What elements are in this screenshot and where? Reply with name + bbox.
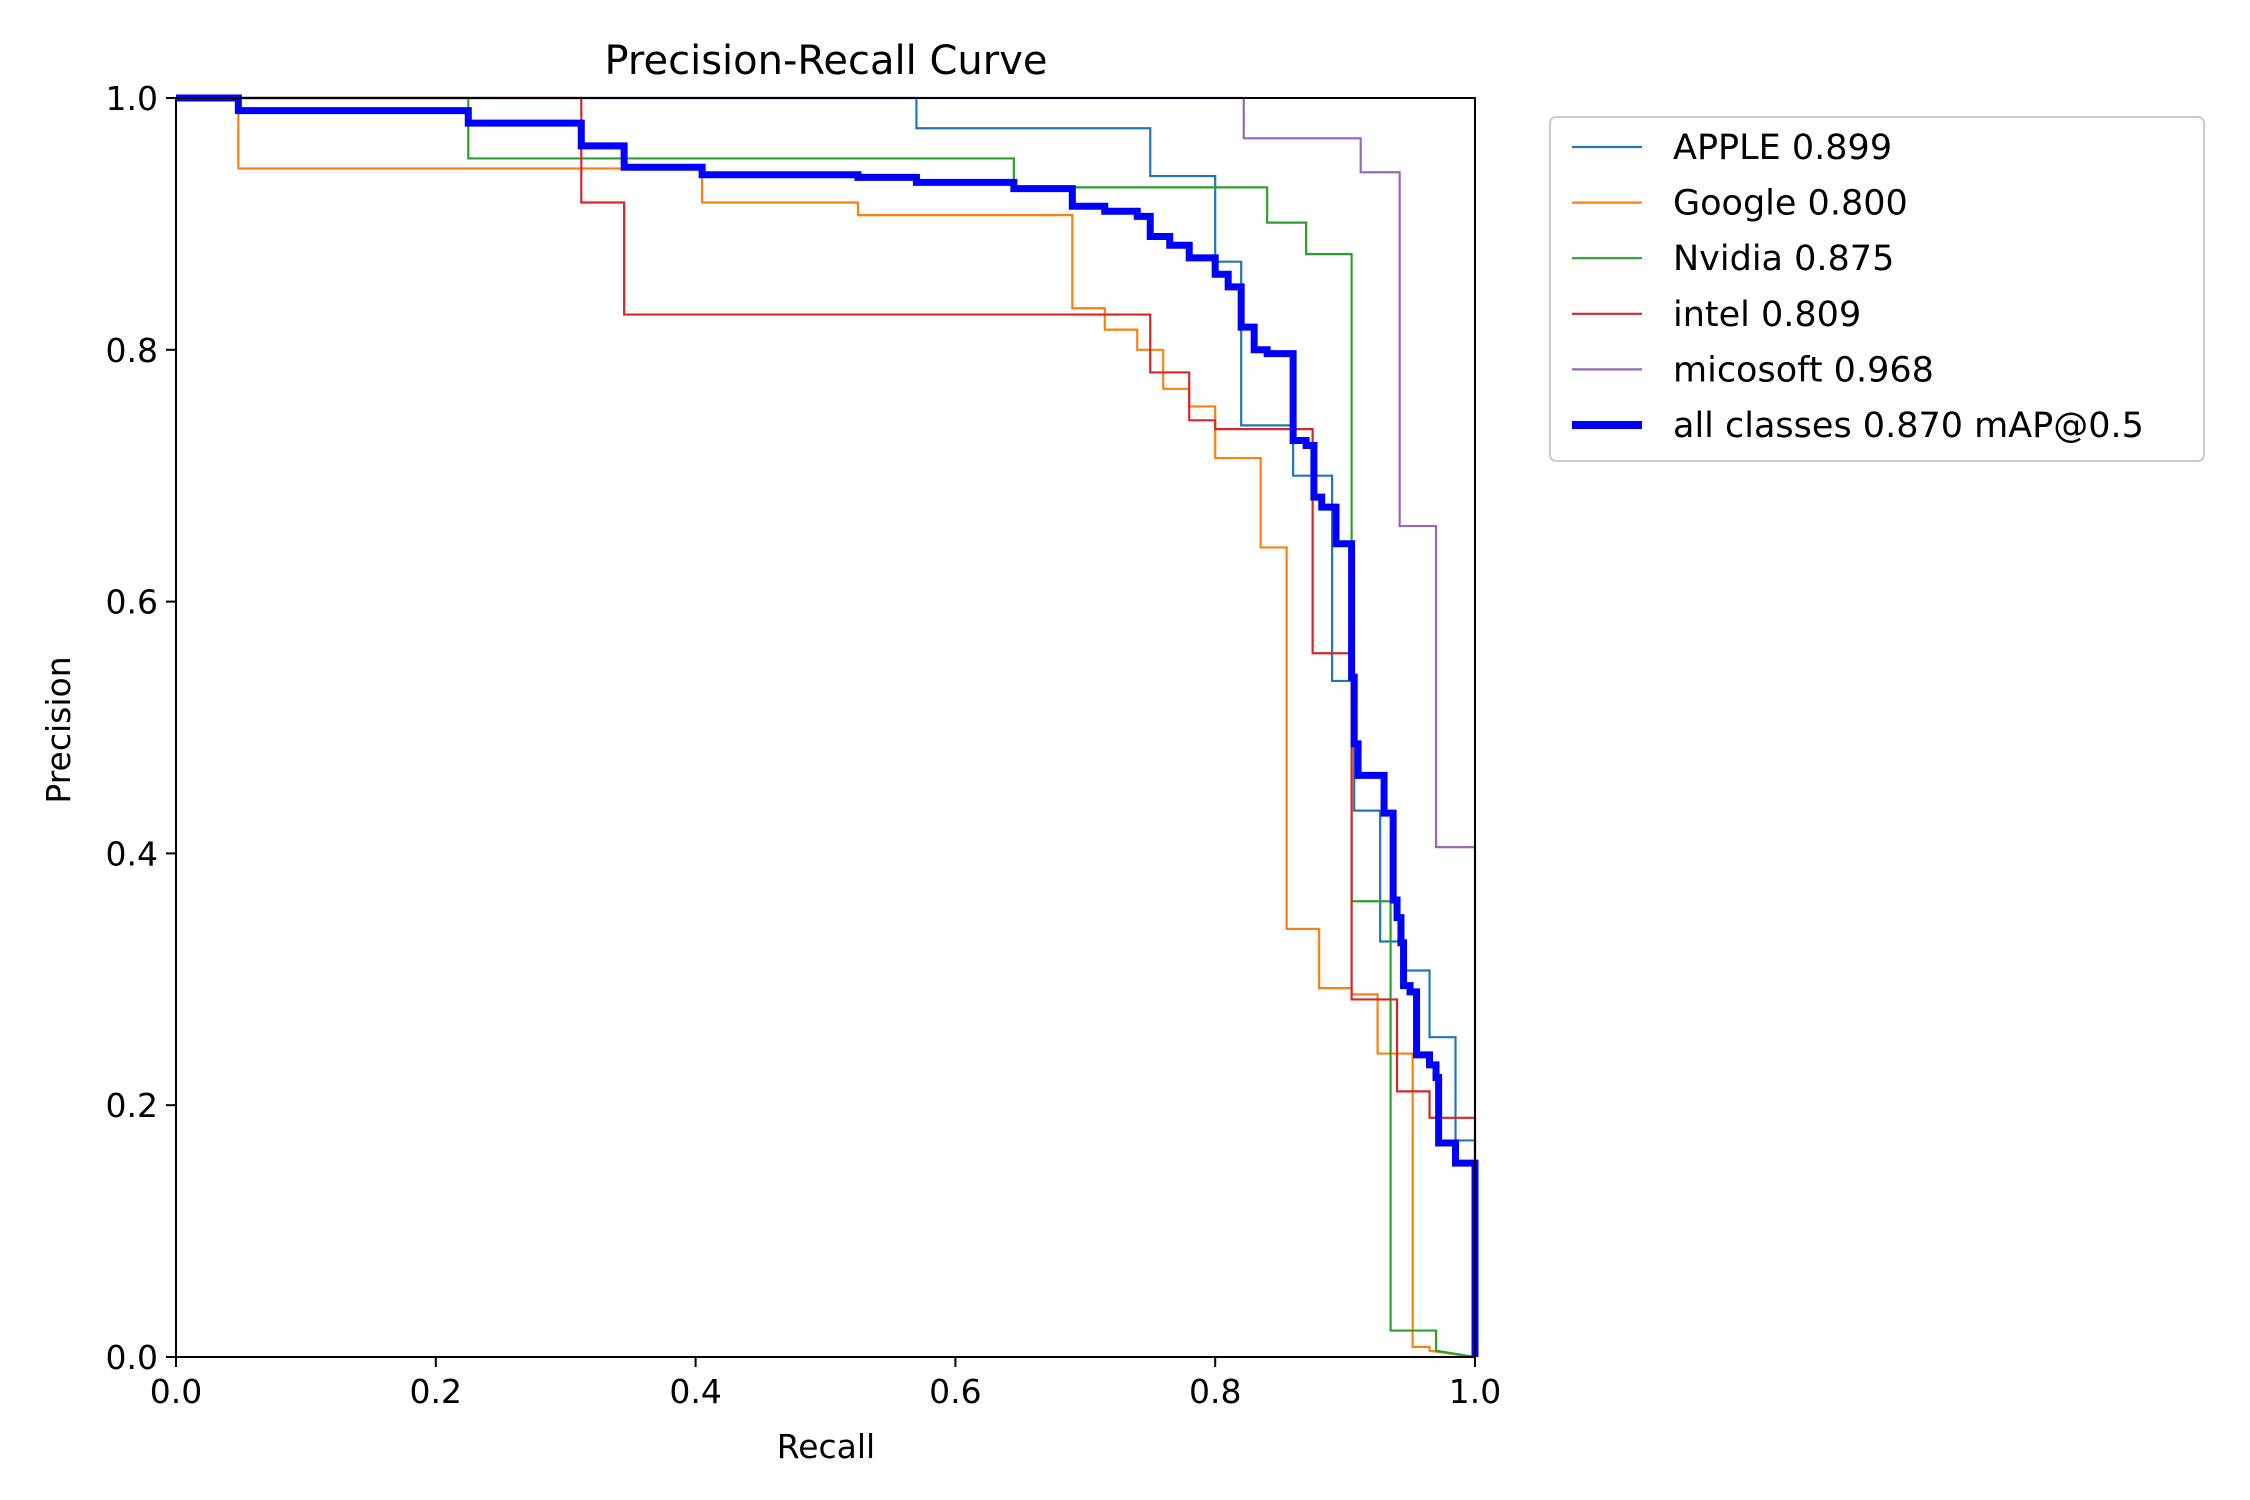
series-line-google-0-800 bbox=[176, 96, 1476, 1359]
y-axis-ticks: 0.0 0.2 0.4 0.6 0.8 1.0 bbox=[106, 79, 176, 1377]
x-tick-label: 0.6 bbox=[929, 1372, 981, 1411]
legend-label: Nvidia 0.875 bbox=[1673, 239, 1894, 279]
legend-box bbox=[1549, 116, 2205, 462]
x-axis-ticks: 0.0 0.2 0.4 0.6 0.8 1.0 bbox=[150, 1357, 1501, 1411]
y-tick-label: 1.0 bbox=[106, 79, 158, 118]
legend-label: micosoft 0.968 bbox=[1673, 350, 1934, 390]
y-tick-label: 0.0 bbox=[106, 1338, 158, 1377]
series-line-apple-0-899 bbox=[176, 96, 1477, 1357]
plot-frame bbox=[175, 97, 1476, 1358]
legend-label: Google 0.800 bbox=[1673, 184, 1908, 224]
series-line-intel-0-809 bbox=[176, 96, 1477, 1357]
x-tick-label: 0.4 bbox=[669, 1372, 721, 1411]
y-tick-label: 0.4 bbox=[106, 834, 158, 873]
legend-label: APPLE 0.899 bbox=[1673, 128, 1892, 168]
series-layer bbox=[176, 94, 1479, 1359]
y-tick-label: 0.8 bbox=[106, 331, 158, 370]
plot-area bbox=[175, 94, 1479, 1359]
series-line-all-classes-0-870-map-0-5 bbox=[176, 94, 1479, 1357]
plot-background bbox=[176, 98, 1475, 1357]
legend-entries: APPLE 0.899 Google 0.800 Nvidia 0.875 intel… bbox=[1572, 128, 2144, 446]
legend-label: intel 0.809 bbox=[1673, 295, 1861, 335]
y-axis-label: Precision bbox=[39, 656, 78, 803]
x-tick-label: 0.2 bbox=[410, 1372, 462, 1411]
series-line-nvidia-0-875 bbox=[176, 96, 1476, 1359]
x-axis-label: Recall bbox=[777, 1427, 875, 1466]
legend: APPLE 0.899 Google 0.800 Nvidia 0.875 intel… bbox=[1549, 116, 2205, 462]
series-line-micosoft-0-968 bbox=[176, 96, 1477, 1357]
x-tick-label: 0.0 bbox=[150, 1372, 202, 1411]
legend-label: all classes 0.870 mAP@0.5 bbox=[1673, 406, 2144, 446]
x-tick-label: 0.8 bbox=[1189, 1372, 1241, 1411]
x-tick-label: 1.0 bbox=[1449, 1372, 1501, 1411]
chart-title: Precision-Recall Curve bbox=[605, 38, 1048, 84]
y-tick-label: 0.6 bbox=[106, 583, 158, 622]
y-tick-label: 0.2 bbox=[106, 1086, 158, 1125]
